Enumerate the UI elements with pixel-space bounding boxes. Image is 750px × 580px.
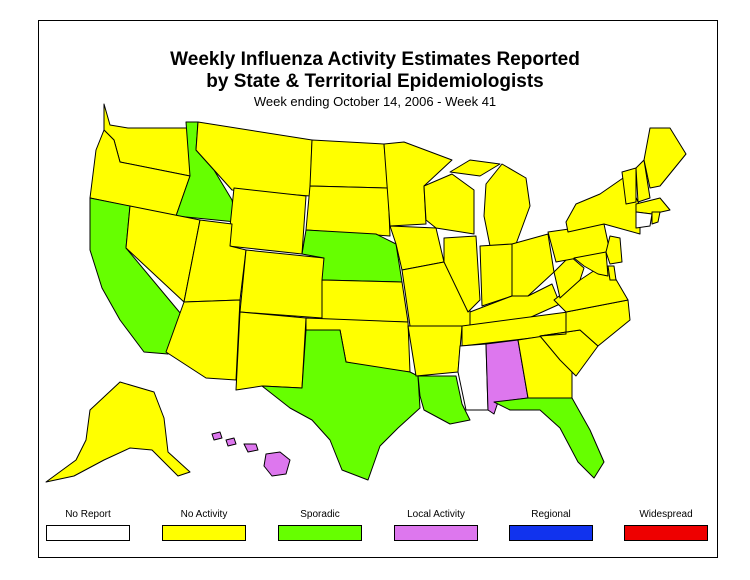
state-rhode-island xyxy=(651,211,661,225)
legend-swatch-regional xyxy=(509,525,593,541)
state-south-dakota xyxy=(305,185,391,237)
state-maryland xyxy=(573,251,609,277)
state-maine xyxy=(643,127,687,189)
state-kansas xyxy=(321,279,409,323)
legend-item-widespread: Widespread xyxy=(624,508,708,541)
legend-swatch-sporadic xyxy=(278,525,362,541)
state-texas xyxy=(261,329,421,481)
state-new-jersey xyxy=(605,235,623,265)
state-north-carolina xyxy=(539,299,631,347)
state-louisiana xyxy=(417,375,471,425)
legend-label-sporadic: Sporadic xyxy=(300,509,340,520)
state-vermont xyxy=(621,167,637,205)
legend-label-no-activity: No Activity xyxy=(180,509,228,520)
state-illinois xyxy=(443,235,481,313)
state-michigan xyxy=(449,159,531,247)
legend-item-sporadic: Sporadic xyxy=(278,508,362,541)
state-new-hampshire xyxy=(635,159,651,203)
legend-swatch-widespread xyxy=(624,525,708,541)
state-indiana xyxy=(479,243,513,307)
state-alaska xyxy=(45,381,191,483)
state-colorado xyxy=(239,249,325,319)
state-hawaii xyxy=(211,431,291,477)
state-ohio xyxy=(511,233,555,297)
legend-item-no-activity: No Activity xyxy=(162,508,246,541)
legend-swatch-no-report xyxy=(46,525,130,541)
map-title-line2: by State & Territorial Epidemiologists xyxy=(206,71,544,92)
legend-swatch-no-activity xyxy=(162,525,246,541)
state-georgia xyxy=(517,335,573,399)
legend-swatch-local-activity xyxy=(394,525,478,541)
legend-item-regional: Regional xyxy=(509,508,593,541)
map-title-line1: Weekly Influenza Activity Estimates Repo… xyxy=(170,49,580,70)
state-north-dakota xyxy=(309,139,389,189)
state-arkansas xyxy=(407,325,463,377)
state-delaware xyxy=(607,265,617,281)
legend-label-local-activity: Local Activity xyxy=(407,509,465,520)
state-connecticut xyxy=(635,211,653,229)
legend-label-regional: Regional xyxy=(531,509,571,520)
state-mississippi xyxy=(457,343,489,411)
legend-item-no-report: No Report xyxy=(46,508,130,541)
legend-label-no-report: No Report xyxy=(65,509,111,520)
state-arizona xyxy=(165,299,241,381)
state-florida xyxy=(493,397,605,479)
legend-label-widespread: Widespread xyxy=(639,509,693,520)
state-wisconsin xyxy=(423,173,475,235)
legend-item-local-activity: Local Activity xyxy=(394,508,478,541)
state-new-mexico xyxy=(235,311,307,391)
map-subtitle: Week ending October 14, 2006 - Week 41 xyxy=(253,94,497,109)
state-wyoming xyxy=(227,187,307,255)
state-massachusetts xyxy=(635,197,671,215)
